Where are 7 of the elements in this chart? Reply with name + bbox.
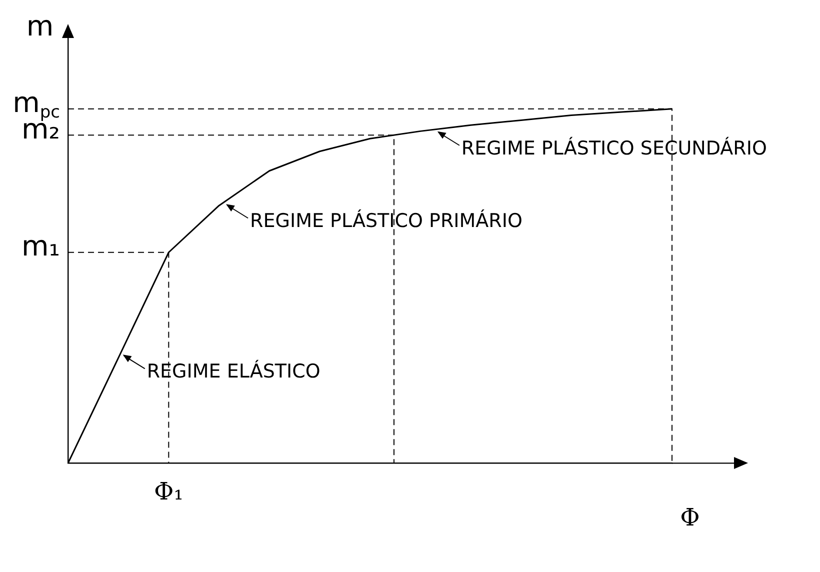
x-axis-title: Φ — [680, 503, 700, 532]
y-axis-title: m — [26, 9, 54, 42]
text: Φ₁ — [154, 477, 184, 506]
ref-line-label: m₁ — [22, 230, 60, 263]
annotation: REGIME PLÁSTICO PRIMÁRIO — [250, 209, 522, 232]
annotation: REGIME ELÁSTICO — [146, 360, 320, 383]
annotation: REGIME PLÁSTICO SECUNDÁRIO — [461, 136, 767, 160]
